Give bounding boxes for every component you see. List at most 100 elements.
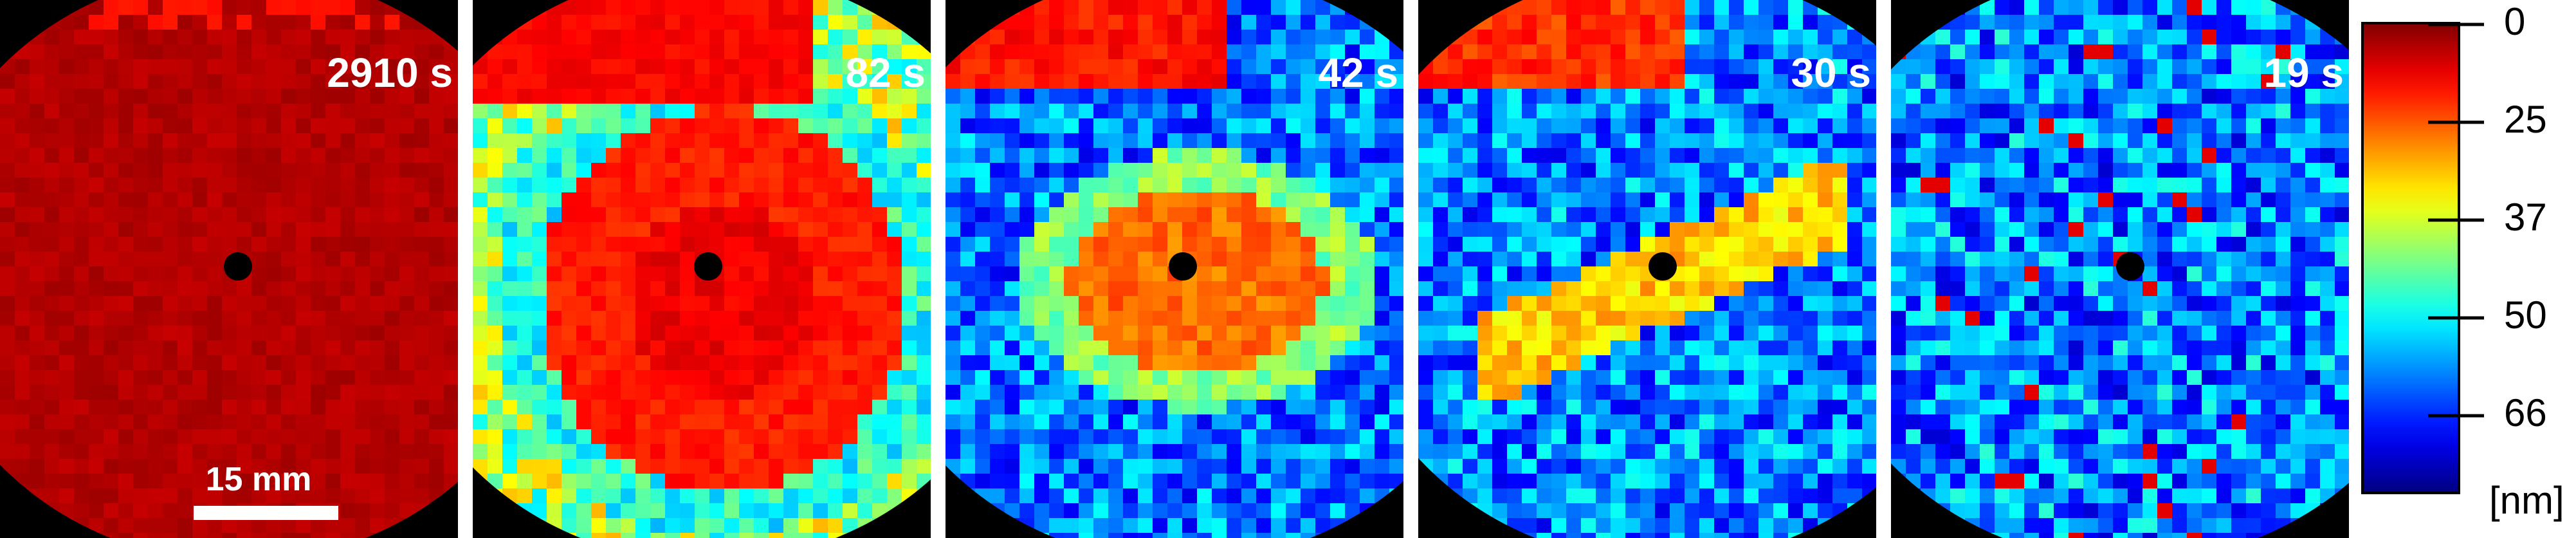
heatmap-cell bbox=[340, 326, 355, 340]
heatmap-cell bbox=[370, 429, 385, 444]
heatmap-cell bbox=[1138, 178, 1153, 192]
heatmap-cell bbox=[251, 192, 266, 207]
heatmap-cell bbox=[1818, 370, 1832, 385]
heatmap-cell bbox=[1197, 30, 1212, 44]
heatmap-cell bbox=[532, 178, 547, 192]
heatmap-cell bbox=[1596, 385, 1611, 400]
heatmap-cell bbox=[1655, 89, 1670, 104]
heatmap-cell bbox=[178, 488, 192, 503]
heatmap-cell bbox=[1803, 44, 1818, 59]
heatmap-cell bbox=[222, 89, 237, 104]
heatmap-cell bbox=[1079, 281, 1093, 296]
heatmap-cell bbox=[1744, 266, 1758, 281]
heatmap-cell bbox=[1286, 266, 1301, 281]
heatmap-cell bbox=[1256, 503, 1271, 518]
heatmap-cell bbox=[1271, 237, 1286, 252]
heatmap-cell bbox=[1832, 104, 1847, 118]
heatmap-cell bbox=[1301, 488, 1315, 503]
heatmap-cell bbox=[1832, 340, 1847, 355]
heatmap-cell bbox=[355, 488, 370, 503]
heatmap-cell bbox=[1625, 503, 1640, 518]
heatmap-cell bbox=[769, 518, 783, 533]
heatmap-cell bbox=[1744, 459, 1758, 474]
heatmap-cell bbox=[739, 15, 754, 30]
heatmap-cell bbox=[1699, 30, 1714, 44]
heatmap-cell bbox=[562, 148, 576, 163]
heatmap-cell bbox=[1138, 74, 1153, 89]
heatmap-cell bbox=[2320, 118, 2335, 133]
heatmap-cell bbox=[1477, 488, 1492, 503]
heatmap-cell bbox=[1729, 429, 1744, 444]
heatmap-cell bbox=[1551, 207, 1566, 222]
heatmap-cell bbox=[1670, 237, 1685, 252]
heatmap-cell bbox=[1477, 118, 1492, 133]
heatmap-cell bbox=[990, 281, 1005, 296]
heatmap-cell bbox=[1685, 296, 1699, 311]
heatmap-cell bbox=[1360, 266, 1375, 281]
heatmap-cell bbox=[178, 207, 192, 222]
heatmap-cell bbox=[945, 414, 960, 429]
heatmap-cell bbox=[370, 0, 385, 15]
heatmap-cell bbox=[1729, 281, 1744, 296]
heatmap-cell bbox=[1640, 429, 1655, 444]
heatmap-cell bbox=[133, 474, 148, 488]
heatmap-cell bbox=[163, 133, 178, 148]
heatmap-cell bbox=[488, 89, 502, 104]
heatmap-cell bbox=[680, 474, 695, 488]
heatmap-cell bbox=[1389, 163, 1403, 178]
heatmap-cell bbox=[2039, 118, 2054, 133]
heatmap-cell bbox=[917, 340, 931, 355]
heatmap-cell bbox=[902, 44, 917, 59]
heatmap-cell bbox=[44, 266, 59, 281]
heatmap-cell bbox=[1670, 281, 1685, 296]
heatmap-cell bbox=[1064, 222, 1079, 237]
heatmap-cell bbox=[857, 429, 872, 444]
heatmap-cell bbox=[237, 311, 251, 326]
heatmap-cell bbox=[1655, 429, 1670, 444]
heatmap-cell bbox=[59, 30, 74, 44]
heatmap-cell bbox=[311, 488, 325, 503]
heatmap-cell bbox=[104, 488, 118, 503]
heatmap-cell bbox=[621, 15, 635, 30]
heatmap-cell bbox=[133, 414, 148, 429]
heatmap-cell bbox=[1581, 533, 1596, 538]
heatmap-cell bbox=[237, 444, 251, 459]
heatmap-cell bbox=[1566, 326, 1581, 340]
heatmap-cell bbox=[960, 414, 975, 429]
heatmap-cell bbox=[325, 429, 340, 444]
heatmap-cell bbox=[281, 30, 296, 44]
heatmap-cell bbox=[1064, 44, 1079, 59]
heatmap-cell bbox=[1138, 266, 1153, 281]
heatmap-cell bbox=[488, 385, 502, 400]
heatmap-cell bbox=[1315, 340, 1330, 355]
heatmap-cell bbox=[1271, 178, 1286, 192]
heatmap-cell bbox=[1551, 148, 1566, 163]
heatmap-cell bbox=[857, 30, 872, 44]
heatmap-cell bbox=[1832, 311, 1847, 326]
heatmap-cell bbox=[163, 0, 178, 15]
heatmap-cell bbox=[975, 296, 990, 311]
heatmap-cell bbox=[1862, 355, 1876, 370]
heatmap-cell bbox=[1108, 30, 1123, 44]
heatmap-cell bbox=[385, 89, 399, 104]
heatmap-cell bbox=[1965, 44, 1980, 59]
heatmap-cell bbox=[1330, 340, 1345, 355]
heatmap-cell bbox=[975, 326, 990, 340]
heatmap-cell bbox=[148, 59, 163, 74]
heatmap-cell bbox=[1241, 266, 1256, 281]
heatmap-cell bbox=[148, 44, 163, 59]
heatmap-cell bbox=[1315, 370, 1330, 385]
heatmap-cell bbox=[414, 222, 429, 237]
heatmap-cell bbox=[118, 414, 133, 429]
heatmap-cell bbox=[444, 133, 458, 148]
heatmap-cell bbox=[1123, 104, 1138, 118]
heatmap-cell bbox=[148, 326, 163, 340]
heatmap-cell bbox=[1714, 89, 1729, 104]
heatmap-cell bbox=[2083, 163, 2098, 178]
heatmap-cell bbox=[1227, 222, 1241, 237]
heatmap-cell bbox=[296, 104, 311, 118]
heatmap-cell bbox=[1566, 0, 1581, 15]
heatmap-cell bbox=[724, 355, 739, 370]
heatmap-cell bbox=[1227, 104, 1241, 118]
heatmap-cell bbox=[665, 296, 680, 311]
